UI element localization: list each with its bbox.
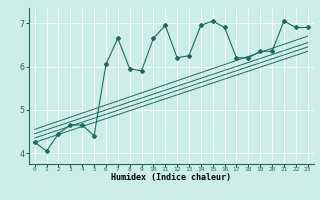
X-axis label: Humidex (Indice chaleur): Humidex (Indice chaleur) <box>111 173 231 182</box>
